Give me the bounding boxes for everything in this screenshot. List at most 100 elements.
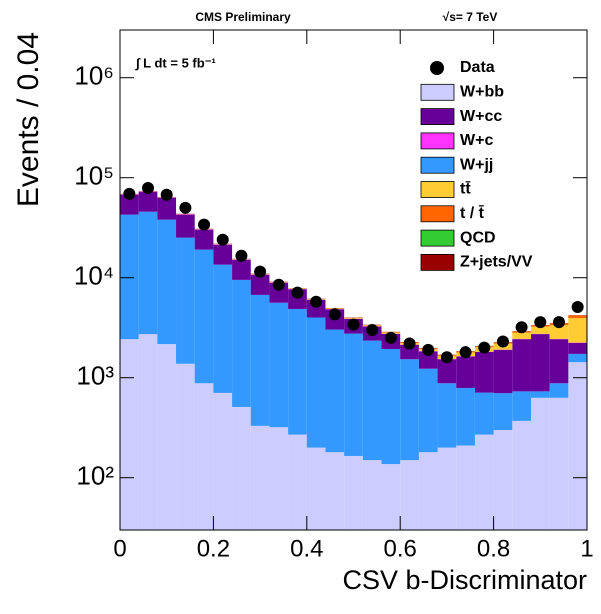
data-point — [217, 234, 229, 246]
y-axis-title: Events / 0.04 — [12, 32, 45, 207]
legend-swatch — [421, 84, 454, 100]
data-point — [161, 189, 173, 201]
stack-segment — [512, 391, 531, 421]
legend-marker — [430, 61, 444, 75]
header-right: √s= 7 TeV — [443, 10, 498, 24]
stack-segment — [531, 391, 550, 397]
y-tick-label: 10⁴ — [74, 261, 114, 291]
stack-segment — [307, 448, 326, 530]
data-point — [235, 250, 247, 262]
stack-segment — [195, 230, 214, 250]
data-point — [553, 316, 565, 328]
stack-segment — [139, 192, 158, 212]
legend-swatch — [421, 206, 454, 222]
stack-segment — [382, 464, 401, 530]
x-axis-title: CSV b-Discriminator — [342, 565, 587, 595]
stack-segment — [269, 427, 288, 530]
legend-label: Z+jets/VV — [460, 254, 533, 271]
stack-segment — [363, 460, 382, 530]
stack-segment — [512, 421, 531, 530]
stack-segment — [568, 343, 587, 354]
annotation: ∫ L dt = 5 fb⁻¹ — [135, 55, 216, 70]
y-tick-label: 10⁵ — [74, 161, 114, 191]
stack-segment — [232, 407, 251, 530]
legend-label: W+cc — [460, 108, 502, 125]
stack-segment — [120, 215, 139, 340]
stack-segment — [400, 359, 419, 460]
stack-segment — [157, 198, 176, 220]
data-point — [404, 337, 416, 349]
stack-segment — [325, 330, 344, 453]
legend-swatch — [421, 157, 454, 173]
stack-segment — [139, 334, 158, 530]
y-tick-label: 10³ — [76, 361, 114, 391]
data-point — [198, 219, 210, 231]
legend-label: W+c — [460, 132, 493, 149]
legend-label: W+jj — [460, 156, 493, 173]
stack-segment — [251, 426, 270, 530]
stack-segment — [419, 452, 438, 530]
data-point — [179, 202, 191, 214]
stack-segment — [512, 333, 531, 339]
data-point — [142, 182, 154, 194]
y-tick-label: 10⁶ — [74, 61, 114, 91]
data-point — [478, 342, 490, 354]
stack-segment — [419, 369, 438, 452]
data-point — [273, 279, 285, 291]
data-point — [422, 344, 434, 356]
x-tick-label: 0.4 — [290, 535, 323, 562]
stack-segment — [550, 383, 569, 398]
data-point — [310, 296, 322, 308]
stack-segment — [176, 238, 195, 364]
stack-segment — [232, 280, 251, 407]
x-tick-label: 1 — [580, 535, 593, 562]
legend-swatch — [421, 109, 454, 125]
stack-segment — [288, 435, 307, 530]
stack-segment — [288, 309, 307, 435]
stack-segment — [195, 250, 214, 384]
data-point — [534, 316, 546, 328]
data-point — [348, 319, 360, 331]
stack-segment — [176, 364, 195, 530]
stack-segment — [382, 349, 401, 464]
stack-segment — [475, 393, 494, 435]
stack-segment — [568, 318, 587, 342]
stack-segment — [531, 334, 550, 391]
stack-segment — [494, 350, 513, 393]
stack-segment — [438, 383, 457, 447]
data-point — [460, 346, 472, 358]
stack-segment — [400, 460, 419, 530]
y-tick-label: 10² — [76, 461, 114, 491]
stack-segment — [307, 318, 326, 448]
stack-segment — [232, 260, 251, 280]
data-point — [516, 321, 528, 333]
x-tick-label: 0 — [113, 535, 126, 562]
stack-segment — [251, 275, 270, 295]
data-point — [497, 336, 509, 348]
legend-swatch — [421, 133, 454, 149]
x-tick-label: 0.6 — [384, 535, 417, 562]
data-point — [291, 287, 303, 299]
stack-segment — [195, 383, 214, 530]
stack-segment — [550, 339, 569, 383]
data-point — [329, 308, 341, 320]
stack-segment — [213, 265, 232, 393]
stack-segment — [213, 245, 232, 265]
legend-label: QCD — [460, 229, 496, 246]
legend-swatch — [421, 230, 454, 246]
stack-segment — [269, 303, 288, 427]
stack-segment — [456, 388, 475, 446]
header-left: CMS Preliminary — [195, 10, 291, 24]
data-point — [572, 301, 584, 313]
stack-segment — [157, 220, 176, 344]
stack-segment — [251, 295, 270, 426]
stack-segment — [176, 215, 195, 238]
stack-segment — [438, 448, 457, 530]
stack-segment — [512, 339, 531, 391]
stack-segment — [456, 356, 475, 387]
stack-segment — [531, 398, 550, 530]
legend-swatch — [421, 182, 454, 198]
stack-segment — [344, 456, 363, 530]
stack-segment — [568, 354, 587, 362]
